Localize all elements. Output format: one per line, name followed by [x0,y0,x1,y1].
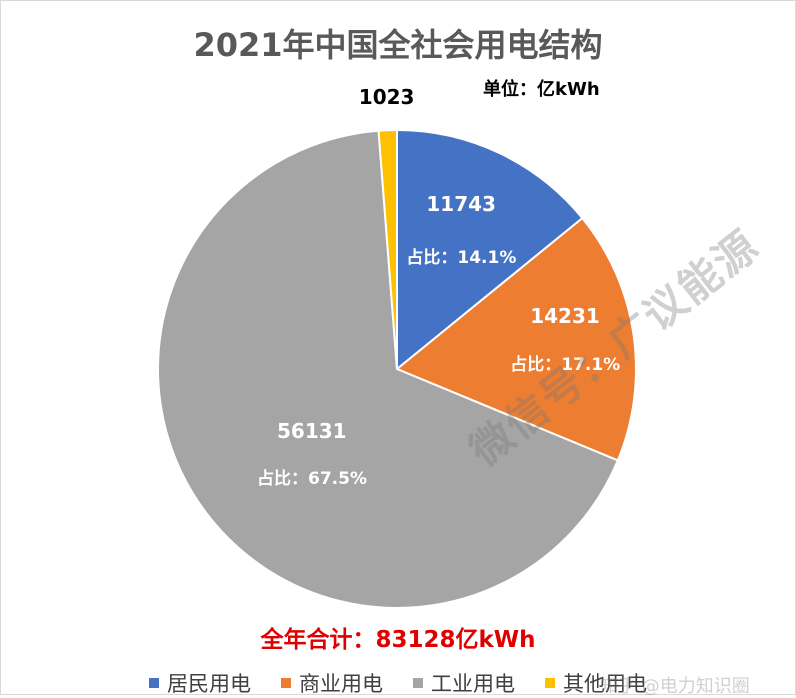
value-label-residential: 11743 [426,191,496,216]
legend-swatch-commercial [281,678,291,688]
legend: 居民用电 商业用电 工业用电 其他用电 [0,668,796,698]
legend-item-commercial: 商业用电 [281,668,383,698]
watermark-bottom: 知乎 @电力知识圈 [600,676,750,697]
share-label-residential: 占比：14.1% [406,248,517,269]
pie-slice-residential [396,128,584,372]
legend-label-industrial: 工业用电 [431,672,515,696]
total-label: 全年合计：83128亿kWh [260,627,536,653]
pie-slice-industrial [157,129,620,609]
value-label-commercial: 14231 [530,304,600,329]
value-label-industrial: 56131 [277,418,347,443]
value-label-other: 1023 [358,85,415,110]
share-label-industrial: 占比：67.5% [257,469,367,490]
legend-swatch-industrial [413,678,423,688]
legend-swatch-residential [149,678,159,688]
legend-label-other: 其他用电 [563,672,647,696]
share-label-commercial: 占比：17.1% [510,354,621,375]
chart-title: 2021年中国全社会用电结构 [193,26,603,64]
legend-label-residential: 居民用电 [167,672,251,696]
legend-label-commercial: 商业用电 [299,672,383,696]
pie-slice-commercial [395,216,637,462]
legend-swatch-other [545,678,555,688]
legend-item-other: 其他用电 [545,668,647,698]
legend-item-industrial: 工业用电 [413,668,515,698]
unit-label: 单位：亿kWh [483,79,600,100]
legend-item-residential: 居民用电 [149,668,251,698]
pie-slice-other [377,128,398,370]
